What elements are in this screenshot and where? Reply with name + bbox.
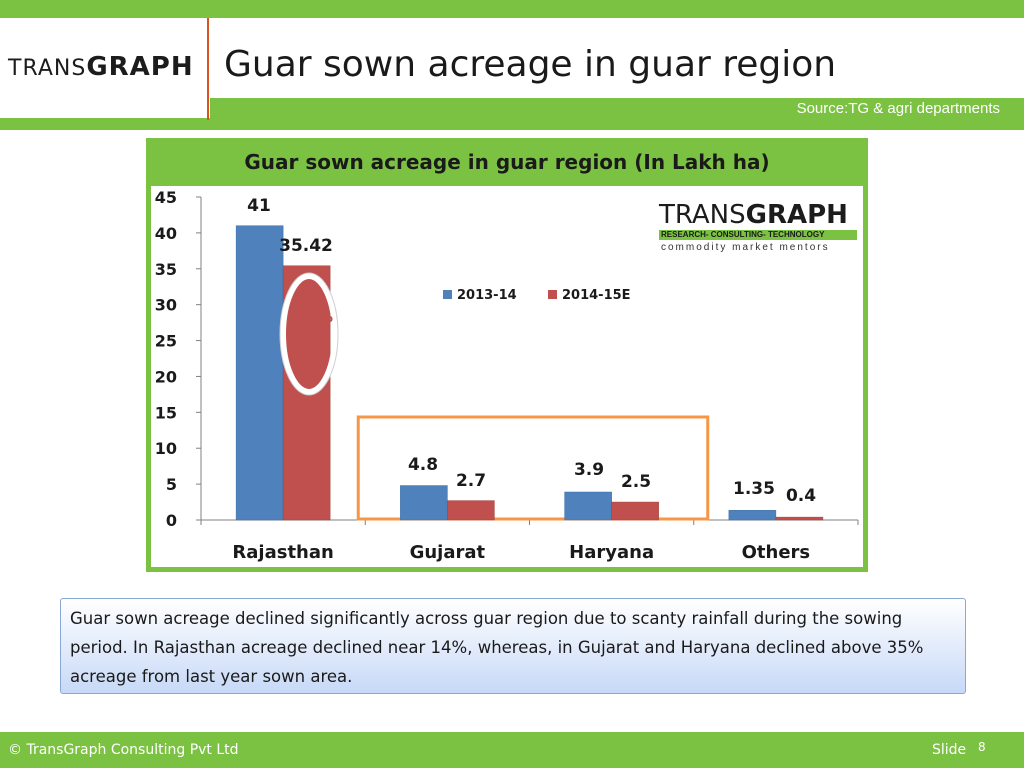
logo-text: TRANSGRAPH [8,52,194,82]
header-divider [207,18,209,120]
bar-2013-14-Others [728,510,777,521]
chart-title: Guar sown acreage in guar region (In Lak… [244,150,770,174]
x-tick-label: Rajasthan [232,542,333,563]
logo: TRANSGRAPH [0,18,210,118]
source-note: Source:TG & agri departments [796,100,1000,117]
y-tick-label: 35 [155,260,177,279]
legend-label: 2013-14 [457,288,517,303]
data-label: 0.4 [786,486,816,506]
x-tick-label: Haryana [569,542,654,563]
slide-label: Slide [932,742,967,758]
legend-swatch [548,290,557,299]
inset-logo-suffix: GRAPH [745,200,848,230]
data-label: 2.7 [456,471,486,491]
slide-number: 8 [978,740,986,754]
bar-2013-14-Gujarat [400,485,448,521]
data-label: 3.9 [574,460,604,480]
legend-swatch [443,290,452,299]
page-title: Guar sown acreage in guar region [224,44,837,85]
bar-2014-15E-Gujarat [447,500,495,521]
inset-logo: TRANSGRAPH RESEARCH- CONSULTING- TECHNOL… [655,196,857,258]
inset-logo-text: TRANSGRAPH [659,200,848,230]
footer-bar [0,732,1024,768]
copyright: © TransGraph Consulting Pvt Ltd [8,742,239,758]
logo-suffix: GRAPH [86,52,194,82]
summary-text: Guar sown acreage declined significantly… [70,609,924,686]
highlight-box [356,415,710,521]
data-label: 41 [247,196,271,216]
y-tick-label: 0 [166,511,177,530]
y-tick-label: 5 [166,475,177,494]
inset-logo-prefix: TRANS [659,200,746,230]
x-tick-label: Gujarat [410,542,486,563]
x-tick-label: Others [742,542,811,563]
y-tick-label: 30 [155,296,177,315]
bar-2014-15E-Haryana [611,501,659,521]
bar-2013-14-Rajasthan [235,225,284,521]
inset-logo-motto: commodity market mentors [661,242,830,253]
annotation-ring [280,273,338,395]
annotation-ring-shadow [279,272,339,396]
y-tick-label: 20 [155,367,177,386]
inset-logo-tagline: RESEARCH- CONSULTING- TECHNOLOGY [659,230,857,240]
data-label: 1.35 [733,479,775,499]
data-label: 2.5 [621,472,651,492]
y-tick-label: 25 [155,332,177,351]
annotation-label: -14% [291,308,333,326]
summary-box [60,598,966,694]
data-label: 35.42 [279,236,333,256]
y-tick-label: 45 [155,188,177,207]
y-tick-label: 15 [155,403,177,422]
y-tick-label: 10 [155,439,177,458]
bar-2014-15E-Others [775,516,824,521]
bar-2013-14-Haryana [564,491,612,521]
legend-label: 2014-15E [562,288,631,303]
data-label: 4.8 [408,455,438,475]
title-panel [209,18,1024,98]
y-tick-label: 40 [155,224,177,243]
logo-prefix: TRANS [8,56,87,81]
